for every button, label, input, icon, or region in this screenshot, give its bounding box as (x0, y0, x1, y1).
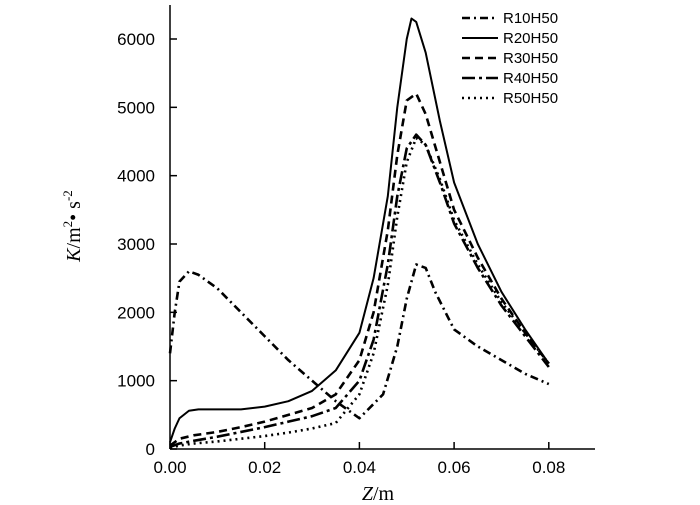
x-tick-label: 0.06 (438, 458, 471, 477)
x-tick-label: 0.02 (248, 458, 281, 477)
y-axis-unit2: s (63, 201, 85, 214)
series-line-r30h50 (169, 92, 550, 447)
series-line-r20h50 (169, 17, 550, 443)
legend-label: R50H50 (503, 90, 558, 107)
legend: R10H50 R20H50 R30H50 R40H50 R50H50 (462, 10, 558, 107)
legend-label: R30H50 (503, 50, 558, 67)
y-axis-dot: • (63, 214, 85, 221)
legend-label: R40H50 (503, 70, 558, 87)
legend-label: R10H50 (503, 10, 558, 27)
ticks: 0.00 0.02 0.04 0.06 0.08 0 1000 2000 3000 4000 500… (117, 30, 565, 477)
y-tick-label: 5000 (117, 98, 155, 117)
x-tick-label: 0.04 (343, 458, 376, 477)
series-group (168, 17, 550, 449)
series-line-r50h50 (169, 136, 550, 449)
y-tick-label: 1000 (117, 372, 155, 391)
series-line-r40h50 (169, 133, 550, 449)
series-line-r10h50 (168, 263, 550, 420)
x-tick-label: 0.00 (153, 458, 186, 477)
y-tick-label: 0 (146, 440, 155, 459)
legend-label: R20H50 (503, 30, 558, 47)
y-tick-label: 3000 (117, 235, 155, 254)
y-tick-label: 6000 (117, 30, 155, 49)
y-axis-var: K (63, 247, 85, 263)
y-axis-sup1: 2 (60, 221, 75, 228)
y-axis-unit1: /m (63, 227, 85, 249)
y-axis-sup2: -2 (60, 190, 75, 201)
x-axis-var: Z (362, 483, 374, 505)
y-tick-label: 4000 (117, 167, 155, 186)
x-tick-label: 0.08 (532, 458, 565, 477)
x-axis-unit: /m (373, 483, 395, 505)
y-axis-label: K/m2• s-2 (60, 190, 85, 263)
x-axis-label: Z/m (362, 483, 395, 505)
axes (169, 5, 595, 450)
y-tick-label: 2000 (117, 303, 155, 322)
